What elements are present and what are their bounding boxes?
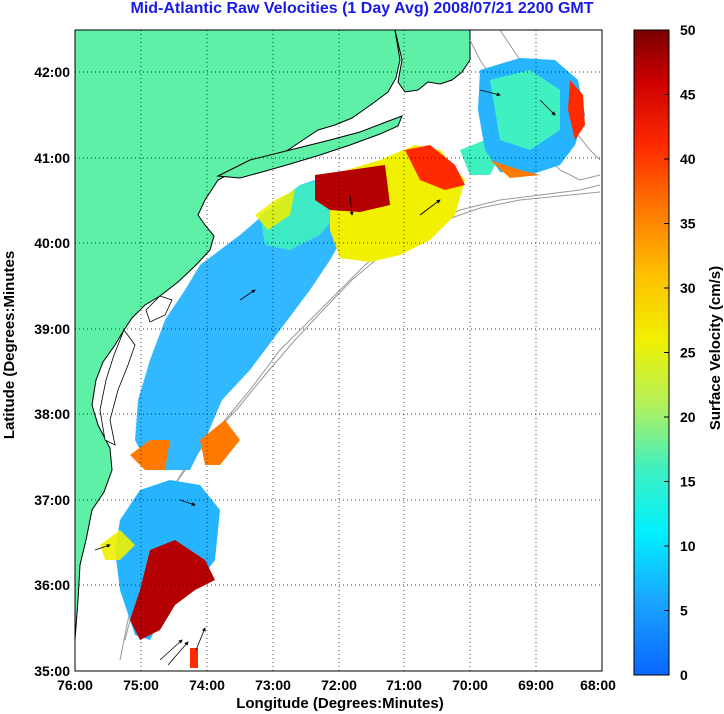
x-tick-70: 70:00 — [452, 677, 488, 693]
x-tick-labels: 76:00 75:00 74:00 73:00 72:00 71:00 70:0… — [57, 677, 616, 693]
graticule — [75, 30, 602, 671]
cb-tick-15: 15 — [680, 474, 696, 490]
long-island — [216, 115, 403, 179]
y-tick-37: 37:00 — [34, 492, 70, 508]
x-tick-72: 72:00 — [321, 677, 357, 693]
y-tick-38: 38:00 — [34, 406, 70, 422]
y-tick-35: 35:00 — [34, 663, 70, 679]
y-axis-label: Latitude (Degrees:Minutes — [1, 251, 18, 439]
cb-tick-45: 45 — [680, 87, 696, 103]
cb-tick-5: 5 — [680, 603, 688, 619]
x-tick-68: 68:00 — [580, 677, 616, 693]
x-axis-label: Longitude (Degrees:Minutes) — [236, 695, 444, 712]
y-tick-40: 40:00 — [34, 235, 70, 251]
y-tick-36: 36:00 — [34, 577, 70, 593]
x-tick-74: 74:00 — [189, 677, 225, 693]
colorbar-tick-labels: 50 45 40 35 30 25 20 15 10 5 0 — [680, 22, 696, 683]
cb-tick-30: 30 — [680, 280, 696, 296]
x-tick-69: 69:00 — [518, 677, 554, 693]
cb-tick-10: 10 — [680, 538, 696, 554]
cb-tick-35: 35 — [680, 216, 696, 232]
delaware-bay — [145, 295, 173, 323]
x-tick-71: 71:00 — [386, 677, 422, 693]
colorbar-ticks — [664, 94, 669, 611]
y-tick-39: 39:00 — [34, 321, 70, 337]
colorbar-label: Surface Velocity (cm/s) — [707, 266, 724, 430]
cb-tick-50: 50 — [680, 22, 696, 38]
y-tick-41: 41:00 — [34, 150, 70, 166]
cb-tick-25: 25 — [680, 345, 696, 361]
velocity-field — [100, 58, 585, 668]
y-tick-labels: 42:00 41:00 40:00 39:00 38:00 37:00 36:0… — [34, 64, 70, 679]
x-tick-76: 76:00 — [57, 677, 93, 693]
colorbar — [633, 29, 670, 676]
chesapeake-bay — [99, 329, 136, 446]
plot-frame — [74, 29, 603, 672]
cb-tick-0: 0 — [680, 667, 688, 683]
map-title: Mid-Atlantic Raw Velocities (1 Day Avg) … — [130, 0, 594, 17]
x-tick-73: 73:00 — [255, 677, 291, 693]
land-mass — [75, 30, 401, 641]
velocity-arrows — [94, 89, 556, 666]
y-tick-42: 42:00 — [34, 64, 70, 80]
cb-tick-40: 40 — [680, 151, 696, 167]
x-tick-75: 75:00 — [123, 677, 159, 693]
cb-tick-20: 20 — [680, 409, 696, 425]
